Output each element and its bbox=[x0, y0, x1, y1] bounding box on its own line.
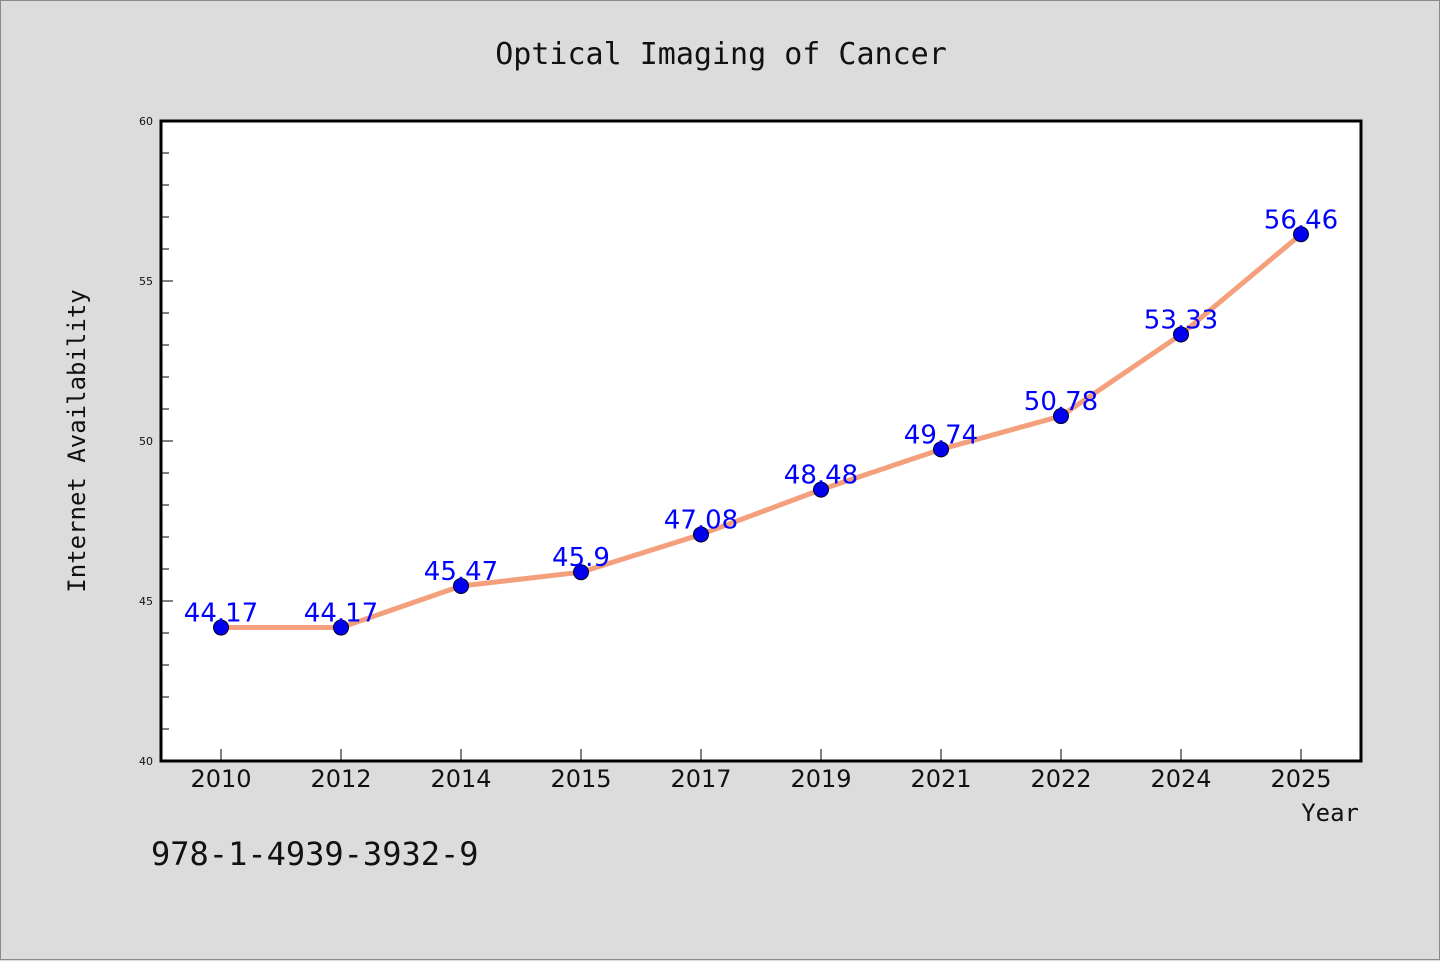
y-tick-label: 50 bbox=[139, 435, 153, 448]
data-point-marker bbox=[1053, 408, 1069, 425]
data-label: 45.47 bbox=[424, 557, 498, 587]
data-point-marker bbox=[1173, 326, 1189, 343]
x-tick-label: 2017 bbox=[670, 765, 731, 793]
data-point-marker bbox=[1293, 226, 1309, 243]
data-label: 48.48 bbox=[784, 461, 858, 491]
plot-area bbox=[159, 119, 1363, 763]
x-tick-label: 2015 bbox=[550, 765, 611, 793]
y-tick-label: 45 bbox=[139, 595, 153, 608]
x-tick-label: 2021 bbox=[910, 765, 971, 793]
data-label: 47.08 bbox=[664, 505, 738, 535]
data-point-marker bbox=[933, 441, 949, 458]
x-tick-label: 2025 bbox=[1270, 765, 1331, 793]
x-tick-label: 2019 bbox=[790, 765, 851, 793]
data-label: 53.33 bbox=[1144, 305, 1218, 335]
x-tick-label: 2010 bbox=[190, 765, 251, 793]
series-line bbox=[218, 231, 1304, 631]
x-tick-label: 2024 bbox=[1150, 765, 1211, 793]
y-axis-title: Internet Availability bbox=[63, 289, 91, 592]
data-label: 56.46 bbox=[1264, 205, 1338, 235]
x-tick-label: 2022 bbox=[1030, 765, 1091, 793]
y-tick-label: 60 bbox=[139, 115, 153, 128]
data-point-marker bbox=[213, 619, 229, 636]
data-point-marker bbox=[813, 481, 829, 498]
data-label: 44.17 bbox=[184, 599, 258, 629]
chart-title: Optical Imaging of Cancer bbox=[495, 37, 947, 72]
series-layer bbox=[213, 226, 1309, 636]
data-label: 45.9 bbox=[552, 543, 610, 573]
data-point-marker bbox=[693, 526, 709, 543]
y-tick-label: 55 bbox=[139, 275, 153, 288]
data-label: 49.74 bbox=[904, 420, 978, 450]
isbn-footnote: 978-1-4939-3932-9 bbox=[151, 835, 479, 873]
y-tick-label: 40 bbox=[139, 755, 153, 768]
data-point-marker bbox=[573, 564, 589, 581]
x-tick-label: 2014 bbox=[430, 765, 491, 793]
data-label: 44.17 bbox=[304, 599, 378, 629]
y-axis-ticks: 40 45 50 55 60 bbox=[139, 115, 173, 768]
data-point-marker bbox=[453, 577, 469, 594]
data-label: 50.78 bbox=[1024, 387, 1098, 417]
x-tick-label: 2012 bbox=[310, 765, 371, 793]
x-axis-title: Year bbox=[1301, 799, 1359, 827]
data-labels-layer: 44.17 44.17 45.47 45.9 47.08 48.48 49.74 50.78 5… bbox=[184, 205, 1338, 628]
x-axis-ticks: 2010 2012 2014 2015 2017 2019 2021 2022 2024 2025 bbox=[190, 749, 1332, 793]
data-point-marker bbox=[333, 619, 349, 636]
